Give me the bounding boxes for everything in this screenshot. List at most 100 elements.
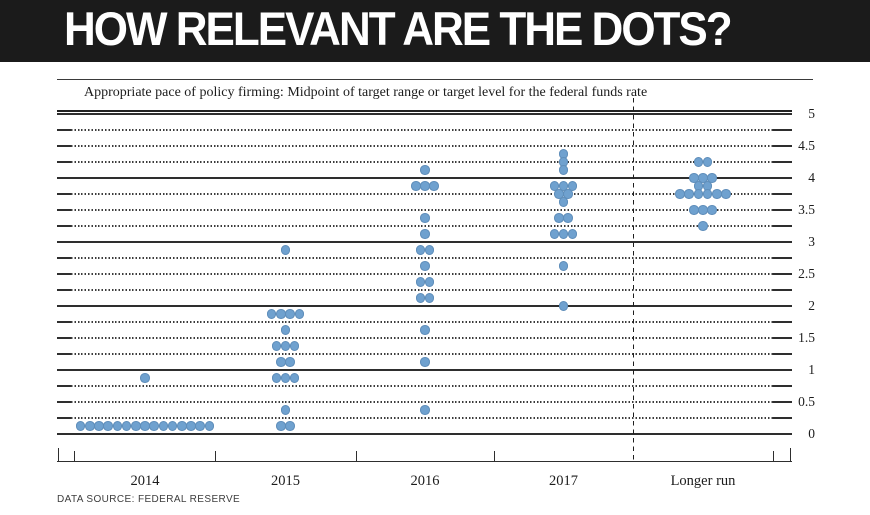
dot — [415, 277, 426, 287]
dot — [85, 421, 95, 431]
gridline-left-tick — [57, 273, 71, 275]
gridline-left-tick — [57, 257, 71, 259]
gridline-right-tick — [773, 273, 792, 275]
dot — [702, 157, 713, 167]
gridline-left-tick — [57, 321, 71, 323]
gridline-0.75 — [71, 385, 773, 387]
dot — [195, 421, 205, 431]
dot — [702, 181, 713, 191]
dot — [558, 157, 569, 167]
dot — [411, 181, 421, 191]
gridline-2 — [57, 305, 792, 307]
dot — [177, 421, 187, 431]
x-axis-label-2016: 2016 — [410, 473, 440, 489]
x-axis-corner-tick — [789, 447, 791, 461]
x-axis-tick — [215, 451, 217, 461]
y-tick-label: 0 — [808, 426, 815, 441]
dot — [558, 261, 569, 271]
x-axis-tick — [773, 451, 775, 461]
dot — [712, 189, 722, 199]
divider-dashed-line — [632, 98, 635, 461]
gridline-right-tick — [773, 337, 792, 339]
dot — [549, 181, 560, 191]
dot — [167, 421, 178, 431]
dot — [693, 189, 704, 199]
x-axis-line — [57, 460, 792, 462]
dot — [140, 373, 150, 383]
y-tick-label: 1 — [808, 362, 815, 377]
gridline-2.25 — [71, 289, 773, 291]
gridline-0.5 — [71, 401, 773, 403]
dot — [420, 325, 430, 335]
dot — [285, 309, 295, 319]
gridline-left-tick — [57, 385, 71, 387]
x-axis-label-longer-run: Longer run — [670, 473, 736, 489]
dot — [558, 165, 569, 175]
dot — [75, 421, 86, 431]
dot — [276, 309, 286, 319]
x-axis-label-2014: 2014 — [130, 473, 160, 489]
dot — [420, 261, 430, 271]
dot — [415, 245, 426, 255]
dot — [558, 229, 569, 239]
gridline-left-tick — [57, 417, 71, 419]
dot — [424, 277, 435, 287]
dot — [294, 309, 305, 319]
gridline-1 — [57, 369, 792, 371]
dot — [420, 405, 430, 415]
gridline-left-tick — [57, 401, 71, 403]
chart-top-rule — [57, 79, 813, 80]
chart-title: Appropriate pace of policy firming: Midp… — [84, 85, 648, 100]
x-axis-corner-tick — [57, 447, 59, 461]
gridline-left-tick — [57, 209, 71, 211]
gridline-4.25 — [71, 161, 773, 163]
headline-text: HOW RELEVANT ARE THE DOTS? — [64, 2, 733, 56]
dot — [289, 341, 300, 351]
dot — [271, 373, 282, 383]
y-tick-label: 3 — [808, 234, 815, 249]
gridline-left-tick — [57, 129, 71, 131]
dot — [558, 149, 569, 159]
dot — [112, 421, 123, 431]
source-note: DATA SOURCE: FEDERAL RESERVE — [57, 494, 241, 505]
dot — [158, 421, 169, 431]
gridline-right-tick — [773, 225, 792, 227]
y-tick-label: 3.5 — [798, 202, 815, 217]
gridline-left-tick — [57, 353, 71, 355]
dot — [280, 405, 291, 415]
gridline-right-tick — [773, 321, 792, 323]
dot — [424, 245, 435, 255]
gridline-3 — [57, 241, 792, 243]
gridline-2.75 — [71, 257, 773, 259]
dot — [186, 421, 196, 431]
headline-banner: HOW RELEVANT ARE THE DOTS? — [0, 0, 870, 62]
gridline-left-tick — [57, 145, 71, 147]
gridline-4.75 — [71, 129, 773, 131]
dot — [285, 357, 295, 367]
dot — [420, 165, 430, 175]
dot — [689, 173, 699, 183]
gridline-right-tick — [773, 289, 792, 291]
dot — [420, 181, 430, 191]
dot — [289, 373, 300, 383]
gridline-4.5 — [71, 145, 773, 147]
gridline-right-tick — [773, 401, 792, 403]
dot — [563, 213, 573, 223]
dot — [420, 213, 430, 223]
dot — [103, 421, 113, 431]
dot — [276, 421, 286, 431]
dot — [567, 181, 578, 191]
gridline-right-tick — [773, 193, 792, 195]
dot — [567, 229, 578, 239]
dot — [558, 197, 569, 207]
gridline-2.5 — [71, 273, 773, 275]
dot — [698, 205, 708, 215]
gridline-left-tick — [57, 337, 71, 339]
dot — [149, 421, 159, 431]
dot — [94, 421, 104, 431]
gridline-0.25 — [71, 417, 773, 419]
y-tick-label: 5 — [808, 106, 815, 121]
gridline-3.25 — [71, 225, 773, 227]
gridline-3.5 — [71, 209, 773, 211]
